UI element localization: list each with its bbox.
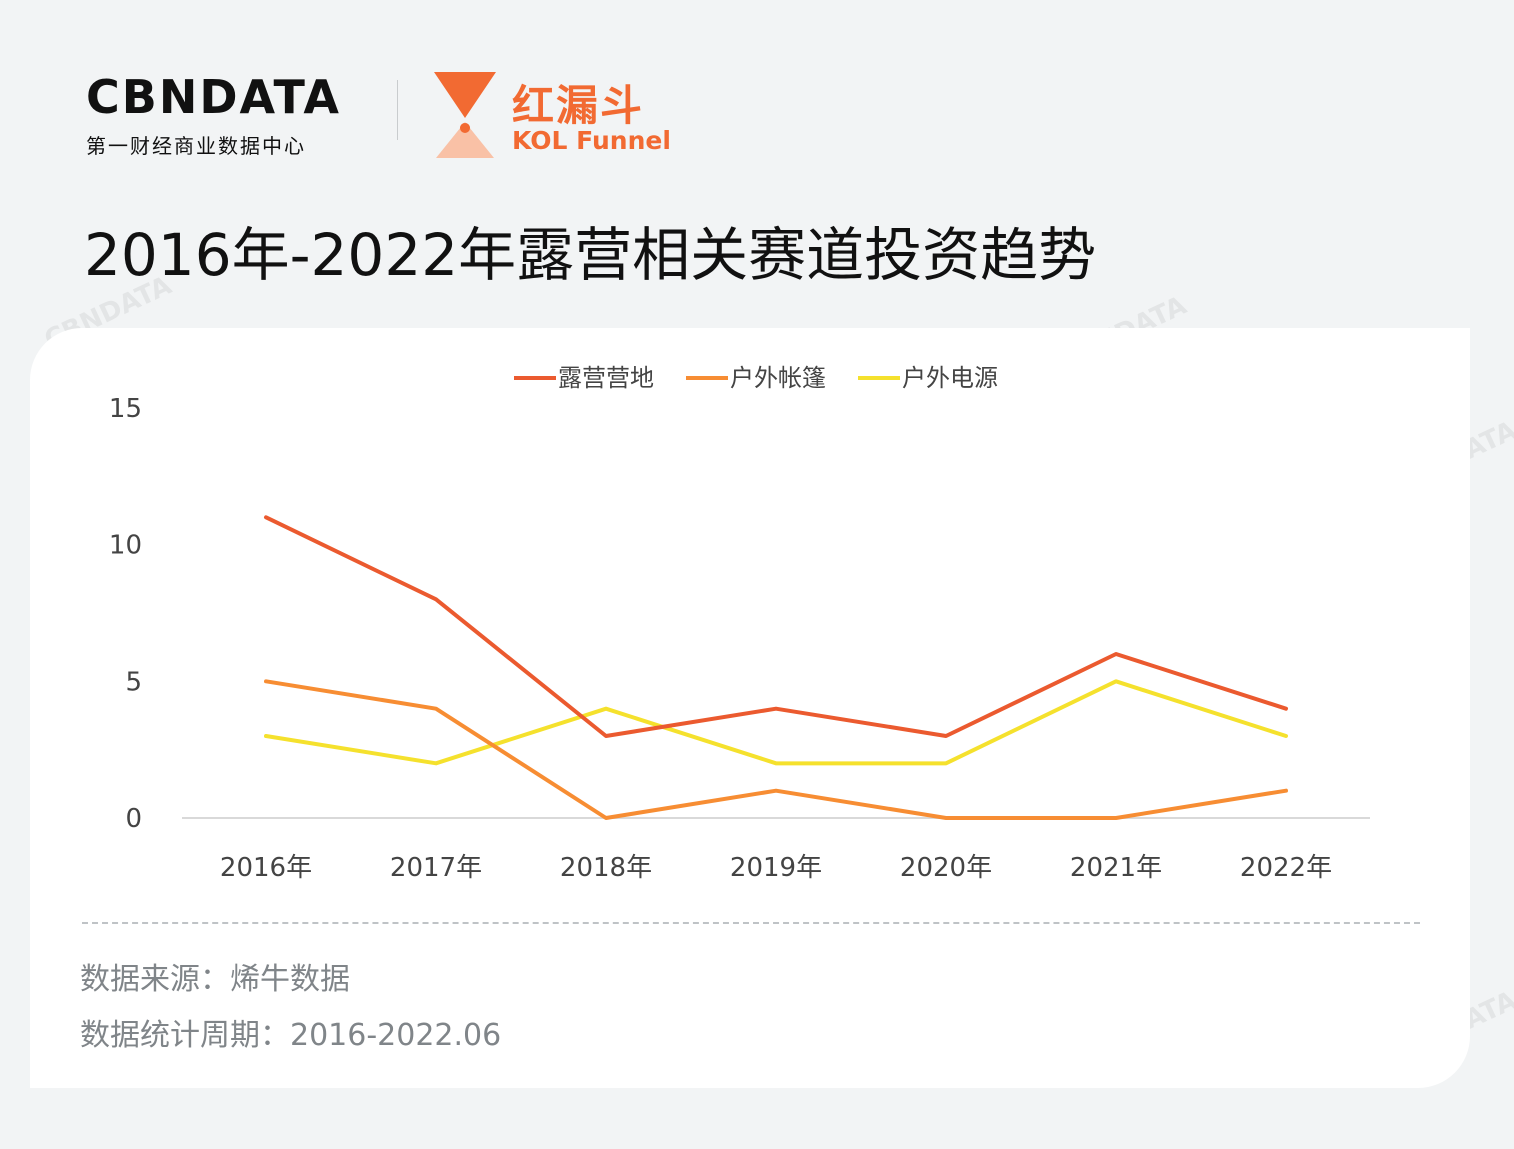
x-tick-label: 2019年 — [730, 853, 822, 883]
data-point — [264, 679, 268, 683]
data-point — [1114, 652, 1118, 656]
line-chart: 露营营地 户外帐篷 户外电源 0 5 10 15 2016年 2017年 2018年 2019年… — [109, 364, 1370, 883]
period-note: 数据统计周期：2016-2022.06 — [80, 1018, 502, 1053]
data-point — [1284, 707, 1288, 711]
data-point — [1284, 789, 1288, 793]
data-point — [604, 816, 608, 820]
y-tick-label: 15 — [109, 394, 142, 424]
data-point — [944, 761, 948, 765]
divider-dashed — [82, 922, 1420, 924]
y-axis: 0 5 10 15 — [109, 394, 142, 834]
legend-label: 户外帐篷 — [730, 364, 826, 392]
x-tick-label: 2020年 — [900, 853, 992, 883]
header: CBNDATA 第一财经商业数据中心 红漏斗 KOL Funnel — [86, 68, 686, 164]
funnel-icon — [434, 72, 496, 158]
legend-label: 户外电源 — [902, 364, 998, 392]
x-tick-label: 2016年 — [220, 853, 312, 883]
data-point — [944, 734, 948, 738]
logo-divider — [397, 80, 398, 140]
data-point — [434, 597, 438, 601]
data-point — [774, 707, 778, 711]
data-point — [1114, 679, 1118, 683]
kol-name-en: KOL Funnel — [512, 126, 671, 155]
x-axis: 2016年 2017年 2018年 2019年 2020年 2021年 2022年 — [220, 853, 1332, 883]
data-point — [264, 515, 268, 519]
series-line — [264, 515, 1288, 738]
series-line — [264, 679, 1288, 766]
cbndata-tagline: 第一财经商业数据中心 — [86, 134, 306, 158]
y-tick-label: 10 — [109, 531, 142, 561]
cbndata-wordmark: CBNDATA — [86, 70, 341, 124]
legend-label: 露营营地 — [558, 364, 654, 392]
data-point — [604, 734, 608, 738]
data-point — [944, 816, 948, 820]
x-tick-label: 2017年 — [390, 853, 482, 883]
data-point — [774, 761, 778, 765]
data-point — [1114, 816, 1118, 820]
kol-name-cn: 红漏斗 — [512, 81, 645, 130]
kol-funnel-logo: 红漏斗 KOL Funnel — [432, 68, 692, 164]
y-tick-label: 0 — [125, 804, 142, 834]
y-tick-label: 5 — [125, 667, 142, 697]
chart-card: 露营营地 户外帐篷 户外电源 0 5 10 15 2016年 2017年 2018年 2019年… — [30, 328, 1470, 1088]
series-lines — [264, 515, 1288, 820]
legend: 露营营地 户外帐篷 户外电源 — [514, 364, 998, 392]
data-point — [264, 734, 268, 738]
data-point — [774, 789, 778, 793]
page-title: 2016年-2022年露营相关赛道投资趋势 — [84, 221, 1097, 289]
data-point — [604, 707, 608, 711]
x-tick-label: 2021年 — [1070, 853, 1162, 883]
x-tick-label: 2018年 — [560, 853, 652, 883]
data-point — [434, 707, 438, 711]
x-tick-label: 2022年 — [1240, 853, 1332, 883]
cbndata-logo: CBNDATA 第一财经商业数据中心 — [86, 68, 341, 159]
data-point — [1284, 734, 1288, 738]
series-line — [264, 679, 1288, 820]
source-note: 数据来源：烯牛数据 — [80, 962, 350, 997]
data-point — [434, 761, 438, 765]
